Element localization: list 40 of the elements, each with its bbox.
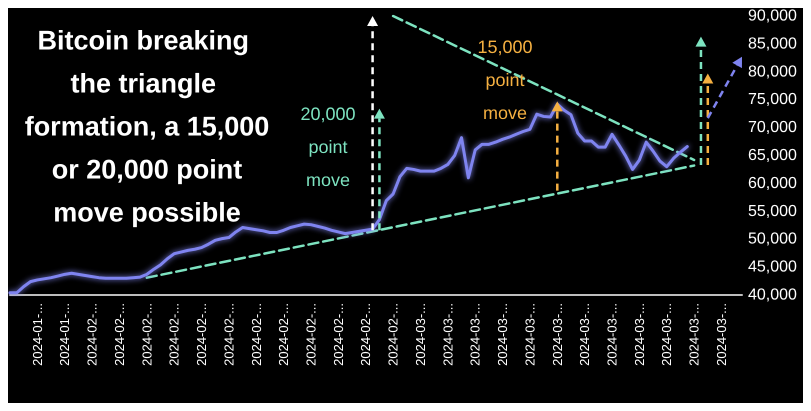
x-tick-label: 2024-02-... — [386, 303, 401, 366]
x-tick-label: 2024-02-... — [84, 303, 100, 366]
y-tick-label: 80,000 — [748, 63, 798, 80]
x-tick-label: 2024-02-... — [276, 303, 292, 366]
x-tick-label: 2024-02-... — [304, 303, 319, 366]
x-tick-label: 2024-02-... — [248, 303, 264, 366]
x-tick-label: 2024-03-... — [440, 303, 456, 366]
x-tick-label: 2024-01-... — [30, 303, 45, 366]
y-tick-label: 85,000 — [748, 35, 798, 52]
y-tick-label: 60,000 — [748, 174, 798, 192]
y-tick-label: 65,000 — [748, 147, 798, 164]
x-tick-label: 2024-03-... — [522, 303, 538, 366]
annotation: 15,000 point move — [477, 37, 533, 123]
y-tick-label: 75,000 — [748, 91, 798, 108]
y-tick-label: 70,000 — [748, 119, 798, 136]
y-tick-label: 50,000 — [748, 230, 798, 248]
y-tick-label: 90,000 — [748, 8, 798, 24]
annotation: 20,000 point move — [300, 104, 356, 190]
x-tick-label: 2024-03-... — [412, 303, 428, 366]
text: Bitcoin breaking the triangle formation, a 15,000 or 20,000 point move possible — [24, 26, 270, 228]
x-tick-label: 2024-02-... — [112, 303, 127, 366]
x-tick-label: 2024-03-... — [604, 303, 620, 366]
x-tick-label: 2024-03-... — [495, 303, 510, 366]
x-tick-label: 2024-03-... — [632, 303, 647, 366]
x-tick-label: 2024-02-... — [166, 303, 182, 366]
x-tick-label: 2024-03-... — [550, 303, 565, 366]
x-tick-label: 2024-03-... — [468, 303, 483, 366]
x-tick-label: 2024-03-... — [659, 303, 674, 366]
y-tick-label: 45,000 — [748, 258, 798, 276]
x-tick-label: 2024-02-... — [330, 303, 346, 366]
x-tick-label: 2024-02-... — [139, 303, 154, 366]
x-tick-label: 2024-02-... — [194, 303, 210, 366]
y-tick-label: 55,000 — [748, 202, 798, 220]
x-tick-label: 2024-02-... — [221, 303, 236, 366]
y-tick-label: 40,000 — [748, 286, 798, 304]
x-tick-label: 2024-03-... — [686, 303, 702, 366]
x-tick-label: 2024-02-... — [358, 303, 374, 366]
x-tick-label: 2024-03-... — [577, 303, 592, 366]
x-tick-label: 2024-01-... — [57, 303, 72, 366]
x-tick-label: 2024-03-... — [714, 303, 729, 366]
